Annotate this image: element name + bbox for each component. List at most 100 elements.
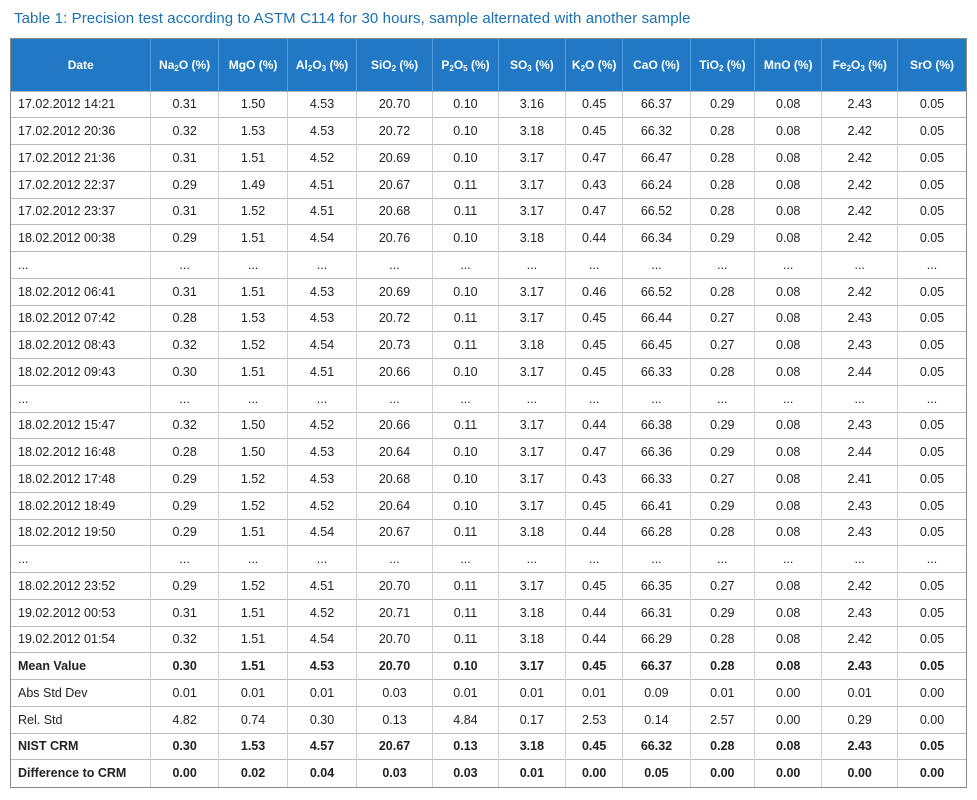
value-cell: 0.31	[150, 197, 219, 225]
value-cell: 0.47	[565, 438, 624, 466]
value-cell: ...	[150, 251, 219, 279]
value-cell: 0.29	[150, 518, 219, 546]
value-cell: 0.28	[690, 732, 756, 760]
value-cell: 0.29	[690, 411, 756, 439]
value-cell: 0.08	[754, 170, 823, 198]
row-label-cell: 17.02.2012 22:37	[11, 170, 152, 198]
header-text: Fe	[832, 57, 847, 72]
value-cell: 0.43	[565, 170, 624, 198]
value-cell: 1.51	[218, 625, 289, 653]
value-cell: 4.53	[287, 304, 357, 332]
value-cell: 20.70	[356, 572, 434, 600]
value-cell: 3.18	[498, 598, 567, 626]
value-cell: 20.66	[356, 411, 434, 439]
value-cell: ...	[754, 384, 823, 412]
value-cell: 0.29	[150, 170, 219, 198]
value-cell: 0.08	[754, 572, 823, 600]
value-cell: 0.04	[287, 759, 357, 787]
row-label-cell: 17.02.2012 14:21	[11, 90, 152, 118]
value-cell: 2.57	[690, 705, 756, 733]
value-cell: 4.53	[287, 652, 357, 680]
header-subscript: 3	[527, 63, 532, 73]
value-cell: 20.69	[356, 277, 434, 305]
value-cell: 0.08	[754, 144, 823, 172]
value-cell: 0.08	[754, 438, 823, 466]
value-cell: 0.08	[754, 224, 823, 252]
value-cell: 3.16	[498, 90, 567, 118]
value-cell: 0.27	[690, 465, 756, 493]
value-cell: 4.52	[287, 411, 357, 439]
row-label-cell: ...	[11, 251, 152, 279]
value-cell: ...	[754, 545, 823, 573]
value-cell: 2.42	[821, 625, 898, 653]
table-caption: Table 1: Precision test according to AST…	[14, 10, 691, 27]
value-cell: 2.42	[821, 572, 898, 600]
value-cell: 0.45	[565, 491, 624, 519]
header-subscript: 2	[174, 63, 179, 73]
value-cell: 0.05	[897, 518, 966, 546]
value-cell: 0.32	[150, 117, 219, 145]
value-cell: 0.30	[150, 358, 219, 386]
value-cell: 1.53	[218, 304, 289, 332]
value-cell: 0.32	[150, 411, 219, 439]
value-cell: 0.10	[432, 358, 499, 386]
value-cell: 66.34	[622, 224, 691, 252]
value-cell: 3.18	[498, 732, 567, 760]
value-cell: 66.44	[622, 304, 691, 332]
value-cell: 0.29	[690, 90, 756, 118]
column-header: Na2O (%)	[150, 39, 219, 91]
value-cell: 20.73	[356, 331, 434, 359]
value-cell: 0.08	[754, 465, 823, 493]
table-row: 18.02.2012 19:50 0.29 1.51 4.54 20.67 0.11 3.1…	[11, 518, 966, 546]
value-cell: 0.10	[432, 491, 499, 519]
precision-table: Date Na2O (%) MgO (%) Al2O3 (%) SiO2 (%) P2O5…	[11, 39, 966, 787]
column-header: SrO (%)	[897, 39, 966, 91]
header-subscript: 2	[718, 63, 724, 73]
value-cell: 20.68	[356, 197, 434, 225]
value-cell: 2.43	[821, 491, 898, 519]
value-cell: 0.03	[356, 759, 434, 787]
value-cell: 4.54	[287, 518, 357, 546]
value-cell: 3.18	[498, 331, 567, 359]
value-cell: 0.45	[565, 117, 624, 145]
header-text: (%)	[396, 57, 419, 72]
value-cell: 0.44	[565, 411, 624, 439]
value-cell: 0.11	[432, 331, 499, 359]
value-cell: 1.51	[218, 224, 289, 252]
row-label-cell: 18.02.2012 00:38	[11, 224, 152, 252]
value-cell: 66.33	[622, 465, 691, 493]
value-cell: 0.11	[432, 518, 499, 546]
value-cell: 0.10	[432, 90, 499, 118]
header-text: (%)	[864, 57, 887, 72]
value-cell: 4.51	[287, 170, 357, 198]
value-cell: 20.64	[356, 491, 434, 519]
value-cell: 0.00	[754, 679, 823, 707]
value-cell: 0.01	[432, 679, 499, 707]
value-cell: 0.00	[150, 759, 219, 787]
value-cell: ...	[622, 384, 691, 412]
value-cell: 3.17	[498, 358, 567, 386]
value-cell: 0.28	[150, 304, 219, 332]
value-cell: 66.37	[622, 652, 691, 680]
value-cell: 66.36	[622, 438, 691, 466]
value-cell: 20.68	[356, 465, 434, 493]
value-cell: 4.53	[287, 438, 357, 466]
value-cell: ...	[690, 545, 756, 573]
value-cell: 3.17	[498, 572, 567, 600]
column-header: CaO (%)	[622, 39, 691, 91]
value-cell: 2.42	[821, 144, 898, 172]
value-cell: 0.08	[754, 277, 823, 305]
value-cell: 0.45	[565, 652, 624, 680]
value-cell: 0.45	[565, 358, 624, 386]
value-cell: 0.00	[565, 759, 624, 787]
value-cell: 0.00	[897, 679, 966, 707]
value-cell: 0.29	[821, 705, 898, 733]
row-label-cell: 18.02.2012 08:43	[11, 331, 152, 359]
row-label-cell: Mean Value	[11, 652, 152, 680]
value-cell: 4.53	[287, 277, 357, 305]
header-text: Al	[295, 57, 308, 72]
value-cell: 4.52	[287, 491, 357, 519]
value-cell: 3.17	[498, 652, 567, 680]
value-cell: 0.05	[897, 625, 966, 653]
value-cell: 0.08	[754, 197, 823, 225]
